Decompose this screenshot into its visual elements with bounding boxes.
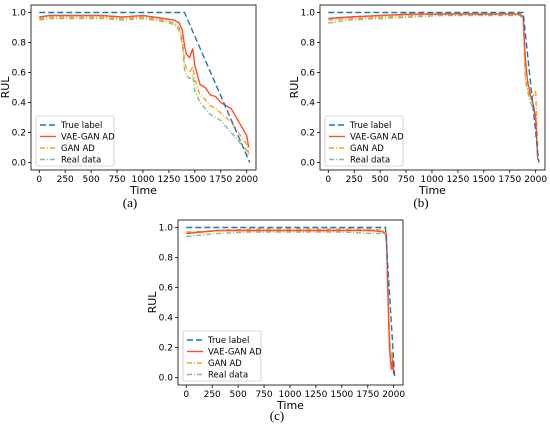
axes-frame	[177, 219, 404, 386]
x-tick-label: 250	[346, 175, 363, 185]
y-tick-label: 1.0	[301, 9, 316, 19]
x-tick-label: 500	[372, 175, 389, 185]
panel-caption: (b)	[413, 195, 428, 210]
y-tick-label: 0.6	[301, 69, 316, 79]
y-tick-label: 0.8	[301, 39, 316, 49]
y-axis-label: RUL	[146, 291, 159, 314]
x-tick-label: 2000	[235, 175, 258, 185]
x-tick-label: 1250	[446, 175, 469, 185]
legend-label: True label	[349, 121, 391, 131]
legend-label: GAN AD	[350, 144, 384, 154]
x-tick-label: 1750	[209, 175, 232, 185]
series-line-vae-gan-ad	[39, 14, 250, 148]
legend-label: GAN AD	[208, 359, 242, 369]
axes-frame	[319, 4, 546, 171]
legend-label: Real data	[350, 156, 390, 166]
legend-label: VAE-GAN AD	[61, 133, 115, 143]
x-tick-label: 1000	[421, 175, 444, 185]
y-tick-label: 0.0	[159, 374, 174, 384]
x-tick-label: 2000	[524, 175, 547, 185]
x-axis-label: Time	[276, 399, 304, 412]
series-line-real-data	[39, 17, 250, 157]
y-tick-label: 0.2	[301, 129, 315, 139]
x-tick-label: 250	[57, 175, 74, 185]
legend-box	[324, 115, 404, 167]
legend-label: True label	[60, 121, 102, 131]
legend-box	[182, 330, 262, 382]
x-tick-label: 1250	[304, 390, 327, 400]
x-tick-label: 1500	[330, 390, 353, 400]
chart-panel-b: 0 250 500 750 1000 1250 1500 1750 2000 0.0 0.2 0.4 0…	[288, 4, 547, 210]
legend-label: VAE-GAN AD	[350, 133, 404, 143]
axes-frame	[30, 4, 257, 171]
x-tick-label: 1250	[157, 175, 180, 185]
y-tick-label: 0.4	[12, 99, 27, 109]
x-tick-label: 0	[183, 390, 189, 400]
x-tick-label: 2000	[382, 390, 405, 400]
series-line-true-label	[328, 11, 540, 163]
x-tick-label: 1000	[279, 390, 302, 400]
x-tick-label: 0	[325, 175, 331, 185]
y-tick-label: 0.8	[12, 39, 27, 49]
x-axis-label: Time	[418, 184, 446, 197]
series-line-true-label	[186, 226, 396, 378]
legend-label: GAN AD	[61, 144, 95, 154]
y-tick-label: 0.2	[12, 129, 26, 139]
series-line-gan-ad	[39, 16, 250, 154]
x-tick-label: 0	[36, 175, 42, 185]
series-line-real-data	[328, 14, 539, 156]
x-tick-label: 1500	[472, 175, 495, 185]
y-tick-label: 0.6	[159, 284, 174, 294]
x-tick-label: 500	[230, 390, 247, 400]
y-tick-label: 0.6	[12, 69, 27, 79]
series-line-vae-gan-ad	[186, 229, 395, 375]
y-tick-label: 0.8	[159, 254, 174, 264]
y-tick-label: 0.0	[12, 159, 27, 169]
legend-box	[35, 115, 115, 167]
x-tick-label: 1750	[356, 390, 379, 400]
x-tick-label: 750	[397, 175, 414, 185]
chart-panel-c: 0 250 500 750 1000 1250 1500 1750 2000 0.0 0.2 0.4 0…	[146, 219, 405, 423]
panel-caption: (a)	[123, 195, 137, 210]
legend-label: True label	[207, 336, 249, 346]
legend-label: VAE-GAN AD	[208, 348, 262, 358]
y-tick-label: 1.0	[12, 9, 27, 19]
legend-label: Real data	[208, 371, 248, 381]
x-tick-label: 1500	[183, 175, 206, 185]
y-tick-label: 1.0	[159, 224, 174, 234]
y-axis-label: RUL	[0, 76, 12, 99]
x-tick-label: 1750	[498, 175, 521, 185]
x-tick-label: 750	[108, 175, 125, 185]
y-tick-label: 0.2	[159, 344, 173, 354]
x-axis-label: Time	[129, 184, 157, 197]
series-line-gan-ad	[186, 228, 395, 371]
y-tick-label: 0.4	[159, 314, 174, 324]
series-line-true-label	[39, 11, 251, 163]
x-tick-label: 250	[204, 390, 221, 400]
x-tick-label: 1000	[132, 175, 155, 185]
y-axis-label: RUL	[288, 76, 301, 99]
y-tick-label: 0.0	[301, 159, 316, 169]
legend-label: Real data	[61, 156, 101, 166]
x-tick-label: 500	[83, 175, 100, 185]
y-tick-label: 0.4	[301, 99, 316, 109]
x-tick-label: 750	[255, 390, 272, 400]
chart-panel-a: 0 250 500 750 1000 1250 1500 1750 2000 0.0 0.2 0.4 0…	[0, 4, 258, 210]
panel-caption: (c)	[270, 408, 284, 423]
